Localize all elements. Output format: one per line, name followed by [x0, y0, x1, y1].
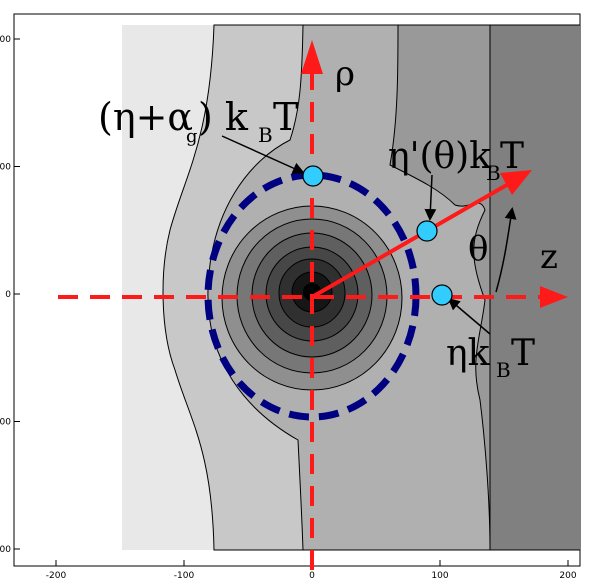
point-right: [431, 284, 453, 306]
svg-text:ηk: ηk: [446, 333, 491, 374]
x-tick-label: 100: [431, 571, 448, 581]
x-tick-label: 200: [559, 571, 576, 581]
svg-text:) k: ) k: [198, 95, 249, 139]
label-top-right: η'(θ)k B T: [388, 136, 524, 185]
y-tick-label: -200: [0, 545, 11, 555]
label-bottom-right: ηk B T: [446, 333, 535, 382]
svg-text:B: B: [258, 123, 273, 147]
axis-ticks: -200 -100 0 100 200 200 100 0 -100 -200: [0, 35, 577, 581]
theta-label: θ: [468, 229, 488, 269]
svg-text:T: T: [273, 95, 298, 139]
svg-text:T: T: [511, 333, 535, 374]
x-tick-label: -100: [174, 571, 195, 581]
pointer-right-upper: [424, 174, 437, 221]
theta-arc: [495, 207, 517, 293]
x-tick-label: 0: [309, 571, 315, 581]
x-tick-label: -200: [46, 571, 67, 581]
direction-vector: [311, 180, 513, 299]
svg-text:(η+α: (η+α: [98, 95, 193, 139]
svg-text:T: T: [500, 136, 524, 177]
y-tick-label: 100: [0, 163, 11, 173]
svg-text:B: B: [496, 358, 511, 382]
z-label: z: [540, 237, 558, 277]
pointer-right: [447, 298, 491, 335]
contour-band-5: [489, 24, 580, 551]
pointer-top: [221, 135, 305, 174]
point-top: [302, 165, 324, 187]
y-tick-label: 0: [5, 290, 11, 300]
direction-vector-arrowhead: [500, 170, 532, 195]
rho-axis-arrowhead: [301, 40, 323, 74]
y-tick-label: -100: [0, 418, 11, 428]
z-axis-arrowhead: [540, 286, 568, 308]
rho-label: ρ: [335, 54, 355, 94]
svg-text:η'(θ)k: η'(θ)k: [388, 136, 492, 177]
label-top-left: (η+α g ) k B T: [98, 95, 298, 147]
point-right-upper: [416, 220, 438, 242]
y-tick-label: 200: [0, 35, 11, 45]
svg-text:g: g: [186, 126, 198, 147]
svg-text:B: B: [486, 161, 501, 185]
